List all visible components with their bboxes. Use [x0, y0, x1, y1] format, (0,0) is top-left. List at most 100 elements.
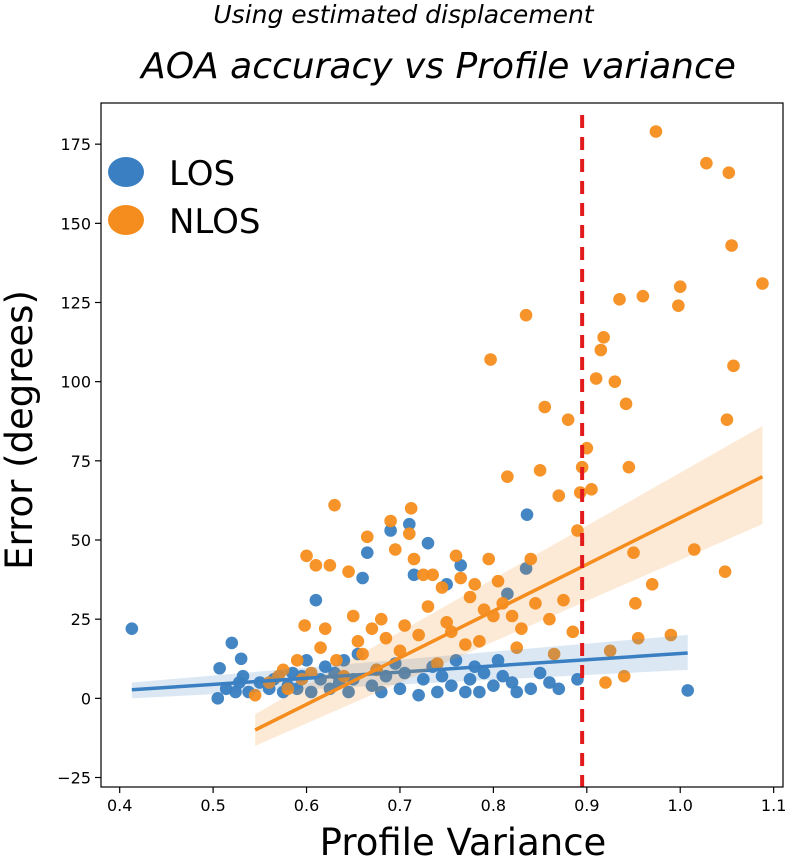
nlos-point [463, 590, 477, 604]
nlos-point [529, 597, 542, 610]
nlos-point [435, 581, 449, 594]
nlos-point [379, 631, 393, 645]
los-point [342, 685, 355, 699]
los-point [487, 679, 500, 692]
nlos-point [552, 489, 566, 502]
los-point [435, 669, 449, 683]
los-point [384, 524, 397, 537]
los-point [449, 654, 463, 667]
nlos-point [360, 530, 374, 544]
nlos-point [346, 609, 360, 623]
nlos-point [505, 609, 519, 623]
nlos-point [613, 293, 626, 306]
y-tick-label: 125 [60, 294, 91, 313]
nlos-point [561, 413, 575, 426]
nlos-point [426, 568, 439, 582]
nlos-point [533, 464, 547, 477]
los-point [309, 593, 323, 607]
nlos-point [645, 578, 659, 591]
legend: LOS NLOS [108, 154, 261, 242]
y-tick-label: 0 [81, 689, 91, 708]
nlos-legend-marker [108, 205, 144, 235]
x-tick-label: 0.8 [481, 796, 506, 815]
nlos-point [281, 682, 295, 696]
nlos-point [342, 565, 355, 578]
los-point [417, 673, 430, 686]
nlos-point [473, 635, 486, 648]
nlos-point [468, 578, 481, 591]
nlos-point [519, 308, 533, 322]
nlos-point [722, 166, 736, 179]
nlos-point [407, 552, 421, 566]
nlos-point [617, 669, 631, 683]
nlos-point [725, 239, 738, 252]
nlos-point [547, 647, 561, 661]
plot-content [125, 115, 769, 787]
nlos-point [454, 571, 467, 585]
y-tick-label: 50 [71, 531, 91, 550]
nlos-point [597, 331, 610, 344]
los-point [491, 654, 505, 667]
nlos-point [672, 299, 685, 312]
y-tick-label: −25 [57, 769, 91, 788]
nlos-point [388, 543, 402, 556]
nlos-point [403, 527, 416, 540]
los-point [300, 654, 313, 667]
nlos-point [603, 644, 617, 658]
chart-subtitle: Using estimated displacement [213, 0, 594, 29]
y-axis-label: Error (degrees) [0, 290, 41, 570]
los-point [407, 568, 421, 582]
nlos-point [720, 413, 734, 426]
los-point [393, 682, 407, 696]
los-point [510, 685, 524, 699]
los-point [225, 636, 239, 650]
los-confidence-band [131, 635, 688, 699]
nlos-point [314, 641, 327, 654]
axes: 0.4 0.5 0.6 0.7 0.8 0.9 1.0 1.1 −25 0 25 50 75 100 125… [57, 102, 786, 815]
nlos-point [276, 663, 290, 677]
los-point [365, 679, 379, 692]
nlos-point [298, 619, 311, 632]
los-point [473, 685, 486, 699]
y-tick-label: 150 [60, 214, 91, 233]
nlos-point [482, 552, 496, 566]
los-point [234, 652, 248, 666]
los-point [236, 669, 250, 683]
nlos-point [585, 483, 598, 496]
nlos-point [417, 568, 430, 582]
nlos-point [515, 622, 528, 635]
nlos-point [404, 502, 418, 515]
nlos-point [756, 277, 769, 290]
nlos-point [636, 289, 650, 303]
y-tick-label: 175 [60, 135, 91, 154]
chart-title: AOA accuracy vs Profile variance [141, 46, 736, 87]
los-point [505, 676, 519, 689]
los-point [412, 688, 425, 702]
x-axis-label: Profile Variance [320, 821, 607, 864]
los-point [463, 673, 477, 686]
nlos-point [351, 635, 365, 648]
los-point [459, 685, 472, 699]
los-point [356, 571, 369, 585]
los-point [501, 587, 514, 601]
nlos-point [608, 375, 622, 388]
x-tick-label: 0.5 [200, 796, 225, 815]
nlos-point [589, 372, 603, 385]
nlos-point [594, 343, 608, 357]
nlos-point [629, 597, 642, 610]
los-point [477, 666, 491, 680]
nlos-point [431, 657, 444, 670]
nlos-point [393, 644, 407, 658]
y-tick-label: 75 [71, 452, 91, 471]
nlos-point [664, 628, 678, 642]
x-tick-label: 0.4 [107, 796, 132, 815]
y-tick-label: 100 [60, 373, 91, 392]
nlos-point [300, 549, 313, 563]
nlos-point [330, 654, 343, 667]
nlos-point [440, 616, 453, 629]
los-point [421, 536, 435, 550]
nlos-point [557, 593, 570, 607]
los-point [431, 685, 444, 699]
x-tick-label: 0.7 [387, 796, 412, 815]
